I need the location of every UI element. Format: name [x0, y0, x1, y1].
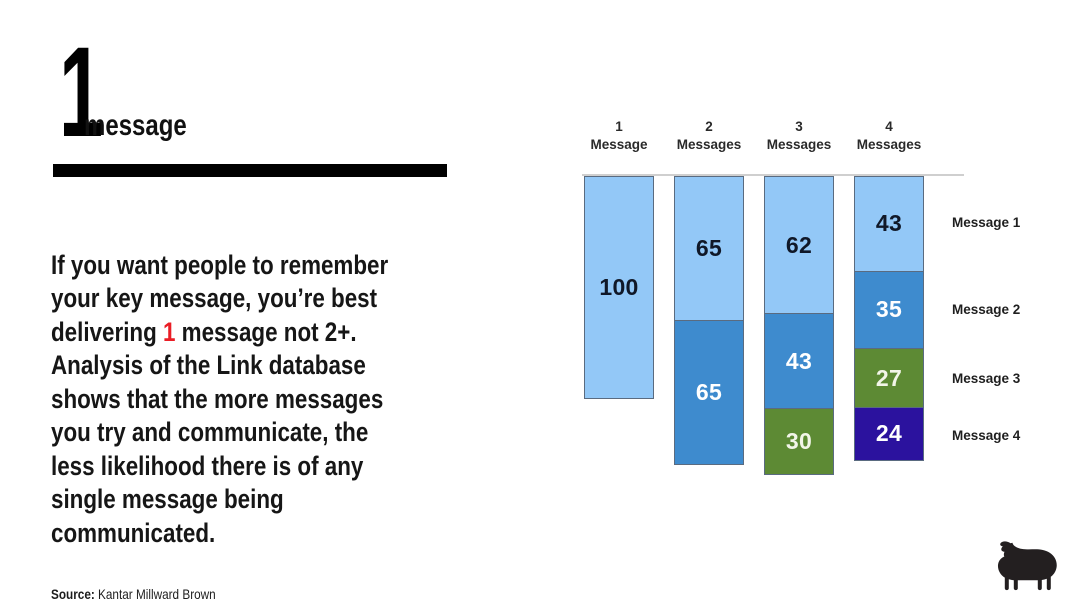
column-header-number: 4	[885, 119, 893, 134]
bar-segment-value: 65	[695, 234, 723, 261]
bar-segment[interactable]: 35	[854, 270, 924, 349]
column-header-word: Messages	[766, 137, 832, 152]
stacked-bar-chart: 1 Message 2 Messages 3 Messages 4 Messages 100 6…	[560, 110, 1080, 510]
bar-column-3[interactable]: 62 43 30	[764, 176, 834, 476]
left-content-panel: 1 message If you want people to remember…	[0, 0, 520, 610]
bar-segment-value: 35	[875, 296, 903, 323]
headline-block: 1 message	[53, 21, 453, 165]
sheep-silhouette-path	[997, 541, 1057, 591]
legend-item-2[interactable]: Message 2	[952, 301, 1021, 317]
chart-column-header-3: 3 Messages	[744, 118, 854, 154]
source-label: Source:	[51, 586, 95, 602]
bar-segment[interactable]: 43	[854, 176, 924, 272]
chart-column-header-1: 1 Message	[564, 118, 674, 154]
bar-segment-value: 27	[875, 364, 903, 391]
bar-segment-value: 24	[875, 420, 903, 447]
source-value: Kantar Millward Brown	[94, 586, 216, 602]
source-attribution: Source: Kantar Millward Brown	[51, 586, 216, 602]
chart-column-headers: 1 Message 2 Messages 3 Messages 4 Messages	[560, 110, 960, 168]
bar-segment[interactable]: 43	[764, 313, 834, 410]
column-header-number: 2	[705, 119, 713, 134]
bar-segment[interactable]: 65	[674, 176, 744, 321]
bar-segment[interactable]: 65	[674, 319, 744, 465]
column-header-word: Messages	[856, 137, 922, 152]
bar-column-1[interactable]: 100	[584, 176, 654, 399]
bar-segment[interactable]: 30	[764, 408, 834, 476]
column-header-word: Messages	[676, 137, 742, 152]
chart-bars-area: 100 65 65 62 43 30 43 35 27 24	[560, 176, 960, 506]
body-text-after: message not 2+. Analysis of the Link dat…	[51, 316, 384, 548]
body-text-before: If you want people to remember your key …	[51, 249, 389, 347]
legend-item-1[interactable]: Message 1	[952, 214, 1021, 230]
body-accent-number: 1	[163, 316, 176, 347]
bar-segment-value: 43	[875, 210, 903, 237]
legend-item-4[interactable]: Message 4	[952, 427, 1021, 443]
black-sheep-logo	[990, 531, 1078, 597]
legend-item-3[interactable]: Message 3	[952, 371, 1021, 387]
headline-big-number: 1	[59, 21, 103, 165]
bar-segment-value: 43	[785, 347, 813, 374]
column-header-number: 1	[615, 119, 623, 134]
headline-divider-rule	[53, 164, 447, 177]
headline-word: message	[84, 109, 187, 142]
bar-segment-value: 30	[785, 428, 813, 455]
bar-segment[interactable]: 100	[584, 176, 654, 399]
bar-segment-value: 100	[599, 274, 639, 300]
chart-column-header-4: 4 Messages	[834, 118, 944, 154]
bar-column-2[interactable]: 65 65	[674, 176, 744, 465]
bar-column-4[interactable]: 43 35 27 24	[854, 176, 924, 461]
body-paragraph: If you want people to remember your key …	[51, 249, 406, 551]
headline-row: 1 message	[53, 21, 453, 165]
chart-column-header-2: 2 Messages	[654, 118, 764, 154]
bar-segment[interactable]: 62	[764, 176, 834, 315]
chart-axis-line	[582, 174, 964, 176]
column-header-word: Message	[590, 137, 648, 152]
bar-segment[interactable]: 27	[854, 347, 924, 409]
column-header-number: 3	[795, 119, 803, 134]
chart-legend: Message 1 Message 2 Message 3 Message 4	[952, 176, 1082, 506]
bar-segment[interactable]: 24	[854, 407, 924, 461]
bar-segment-value: 62	[785, 231, 813, 258]
bar-segment-value: 65	[695, 378, 723, 405]
